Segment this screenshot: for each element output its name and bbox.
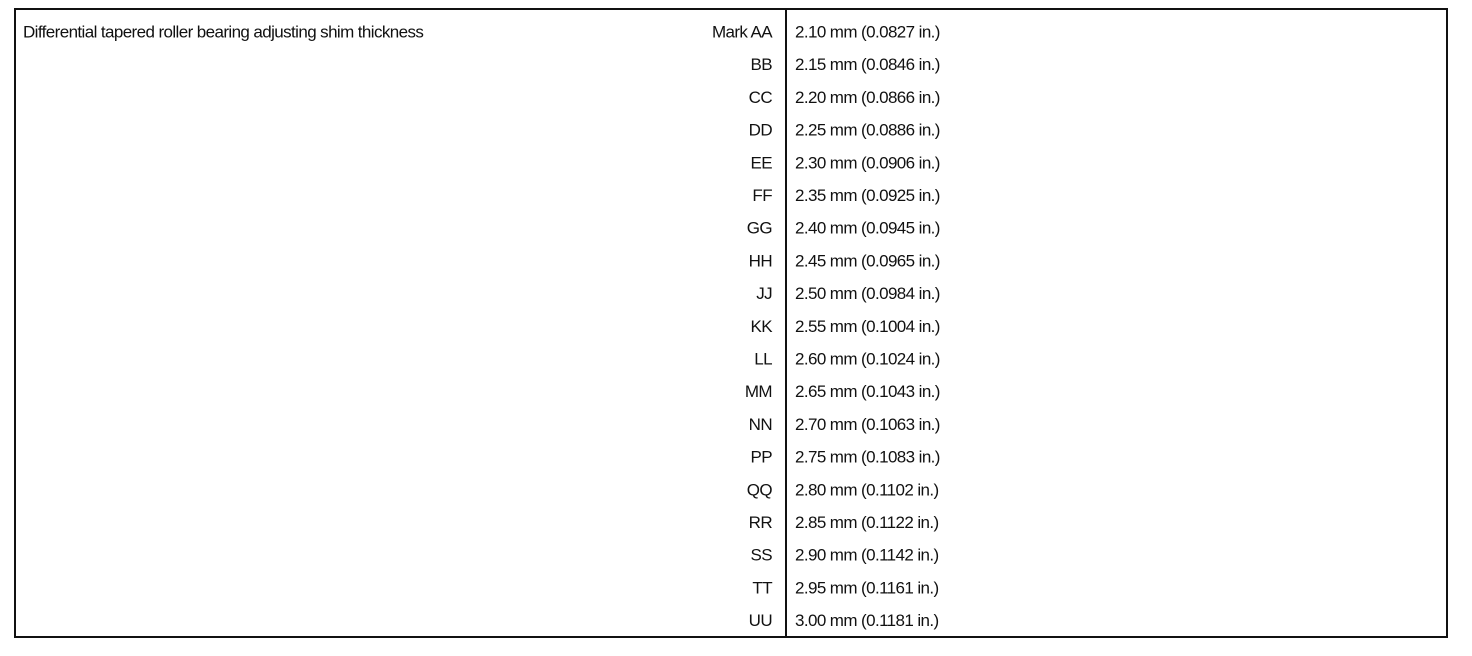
shim-thickness: 2.50 mm (0.0984 in.) <box>795 284 940 303</box>
shim-mark: SS <box>751 546 773 565</box>
shim-mark: UU <box>749 611 772 630</box>
shim-mark: Mark AA <box>712 22 773 41</box>
shim-thickness: 2.20 mm (0.0866 in.) <box>795 88 940 107</box>
shim-thickness: 3.00 mm (0.1181 in.) <box>795 611 939 630</box>
shim-mark: KK <box>751 317 774 336</box>
shim-mark: BB <box>751 55 773 74</box>
shim-thickness: 2.30 mm (0.0906 in.) <box>795 153 940 172</box>
shim-mark: RR <box>749 513 773 532</box>
shim-mark: EE <box>751 153 773 172</box>
shim-thickness: 2.25 mm (0.0886 in.) <box>795 121 940 140</box>
shim-mark: TT <box>752 578 772 597</box>
shim-thickness: 2.55 mm (0.1004 in.) <box>795 317 940 336</box>
table-title: Differential tapered roller bearing adju… <box>23 22 423 41</box>
shim-thickness: 2.85 mm (0.1122 in.) <box>795 513 939 532</box>
shim-mark: MM <box>745 382 772 401</box>
shim-thickness: 2.70 mm (0.1063 in.) <box>795 415 940 434</box>
shim-mark: DD <box>749 121 773 140</box>
shim-thickness: 2.75 mm (0.1083 in.) <box>795 448 940 467</box>
shim-thickness: 2.65 mm (0.1043 in.) <box>795 382 940 401</box>
shim-mark: HH <box>749 251 772 270</box>
shim-thickness: 2.90 mm (0.1142 in.) <box>795 546 939 565</box>
shim-thickness: 2.95 mm (0.1161 in.) <box>795 578 939 597</box>
shim-mark: QQ <box>747 480 773 499</box>
shim-thickness: 2.35 mm (0.0925 in.) <box>795 186 940 205</box>
shim-thickness: 2.45 mm (0.0965 in.) <box>795 251 940 270</box>
shim-thickness: 2.40 mm (0.0945 in.) <box>795 219 940 238</box>
table-border <box>14 8 1448 638</box>
shim-thickness: 2.60 mm (0.1024 in.) <box>795 349 940 368</box>
shim-mark: PP <box>751 448 773 467</box>
shim-mark: NN <box>749 415 772 434</box>
shim-thickness: 2.80 mm (0.1102 in.) <box>795 480 939 499</box>
shim-mark: FF <box>752 186 772 205</box>
shim-thickness: 2.15 mm (0.0846 in.) <box>795 55 940 74</box>
shim-thickness: 2.10 mm (0.0827 in.) <box>795 22 940 41</box>
shim-mark: LL <box>754 349 772 368</box>
shim-mark: GG <box>747 219 772 238</box>
shim-mark: CC <box>749 88 773 107</box>
shim-mark: JJ <box>756 284 772 303</box>
